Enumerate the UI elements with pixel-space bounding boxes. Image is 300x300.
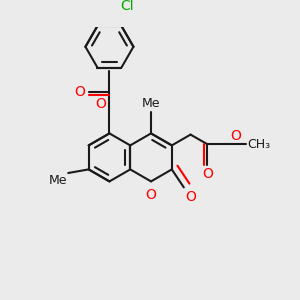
Text: Me: Me [48, 174, 67, 188]
Text: O: O [74, 85, 85, 99]
Text: CH₃: CH₃ [247, 138, 270, 151]
Text: O: O [146, 188, 157, 202]
Text: Me: Me [142, 97, 160, 110]
Text: Cl: Cl [121, 0, 134, 13]
Text: O: O [95, 97, 106, 111]
Text: O: O [230, 129, 241, 143]
Text: O: O [185, 190, 196, 204]
Text: O: O [202, 167, 213, 181]
